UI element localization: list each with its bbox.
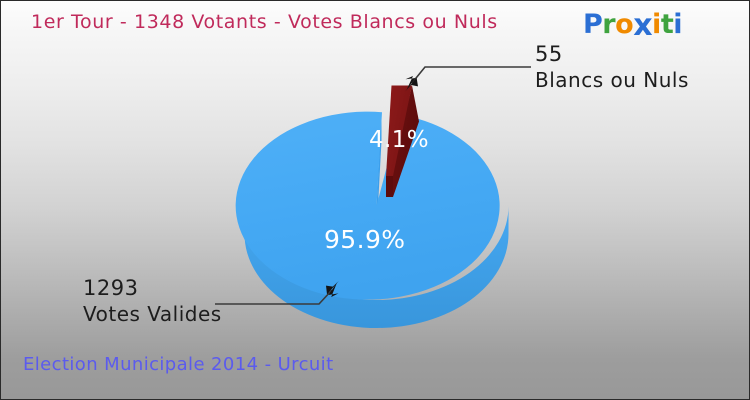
callout-blancs-ou-nuls: 55 Blancs ou Nuls: [535, 41, 689, 93]
logo-letter-i2: i: [673, 9, 682, 40]
chart-footer-caption: Election Municipale 2014 - Urcuit: [23, 354, 334, 375]
leader-line-blancs-ou-nuls: [405, 66, 531, 92]
page-title: 1er Tour - 1348 Votants - Votes Blancs o…: [31, 11, 498, 33]
pie-slice-votes-valides[interactable]: [235, 111, 509, 328]
logo-letter-p: P: [583, 9, 603, 40]
callout-valides-label: Votes Valides: [83, 301, 222, 326]
proxiti-logo[interactable]: Proxiti: [583, 8, 682, 43]
logo-letter-r: r: [602, 9, 616, 40]
logo-letter-t: t: [660, 9, 674, 40]
callout-blancs-label: Blancs ou Nuls: [535, 67, 689, 92]
leader-line-votes-valides: [215, 281, 339, 305]
callout-blancs-value: 55: [535, 42, 563, 66]
pie-slice-blancs-ou-nuls[interactable]: [386, 85, 419, 198]
pie-slice-votes-valides-side: [244, 206, 509, 328]
callout-votes-valides: 1293 Votes Valides: [83, 275, 222, 327]
pie-slice-blancs-ou-nuls-rim: [386, 176, 393, 197]
pie-slice-votes-valides-top: [235, 111, 500, 300]
logo-letter-x: x: [633, 8, 653, 43]
logo-letter-i1: i: [652, 9, 661, 40]
logo-letter-o: o: [615, 9, 634, 40]
pie-slice-blancs-ou-nuls-top: [386, 85, 412, 176]
callout-valides-value: 1293: [83, 276, 139, 300]
